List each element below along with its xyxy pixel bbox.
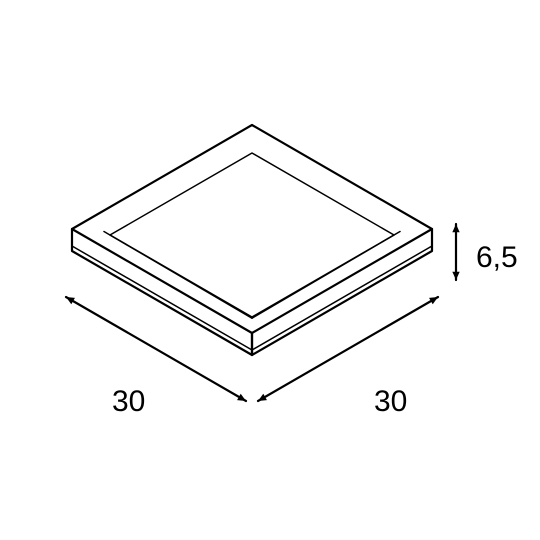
fixture-drawing	[0, 0, 540, 540]
diagram-canvas: 30 30 6,5	[0, 0, 540, 540]
dimension-label-height: 6,5	[476, 241, 518, 275]
dimension-label-right: 30	[374, 385, 407, 419]
dimension-label-left: 30	[112, 385, 145, 419]
